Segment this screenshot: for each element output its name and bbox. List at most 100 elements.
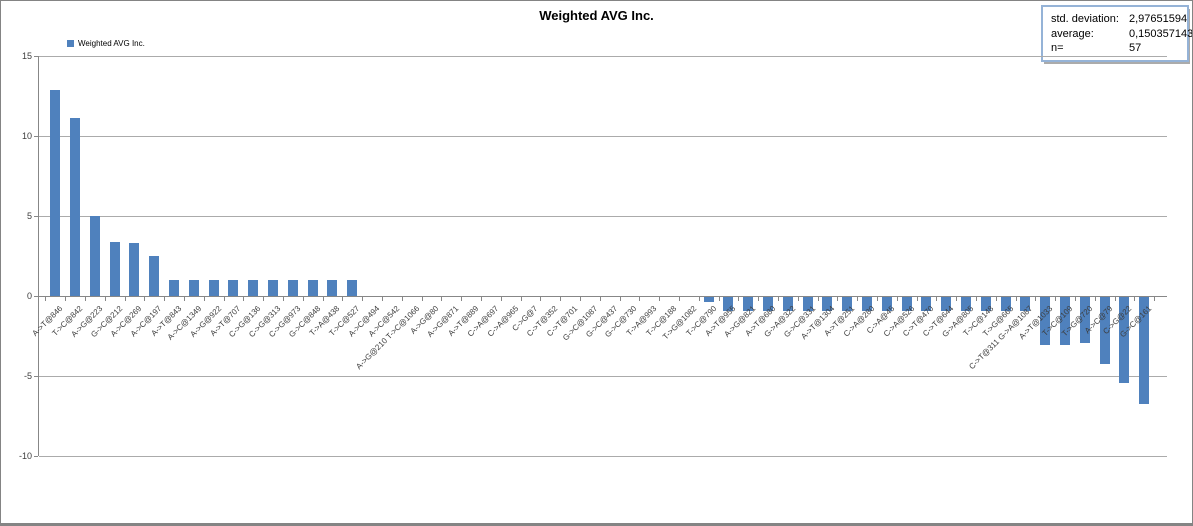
- y-axis-tick: [34, 456, 38, 457]
- bar[interactable]: [248, 280, 259, 296]
- category-axis-tick: [758, 297, 760, 301]
- category-axis-tick: [302, 297, 304, 301]
- bar[interactable]: [822, 297, 833, 311]
- category-axis-tick: [738, 297, 740, 301]
- bar[interactable]: [188, 280, 199, 296]
- category-axis-tick: [381, 297, 383, 301]
- bar[interactable]: [980, 297, 991, 311]
- bar[interactable]: [149, 256, 160, 296]
- bar[interactable]: [70, 118, 80, 296]
- bar[interactable]: [1119, 297, 1130, 384]
- category-axis-tick: [678, 297, 680, 301]
- bar[interactable]: [842, 297, 853, 311]
- y-axis-label: 0: [26, 291, 32, 301]
- stats-value-std-deviation: 2,97651594: [1129, 13, 1188, 25]
- legend: Weighted AVG Inc.: [67, 39, 145, 48]
- category-axis-tick: [183, 297, 185, 301]
- bar[interactable]: [169, 280, 179, 296]
- bar[interactable]: [901, 297, 912, 311]
- stats-label-std-deviation: std. deviation:: [1051, 13, 1119, 25]
- bar[interactable]: [802, 297, 813, 311]
- bar[interactable]: [208, 280, 219, 296]
- bar[interactable]: [1139, 297, 1150, 405]
- category-axis-tick: [896, 297, 898, 301]
- category-axis-tick: [619, 297, 621, 301]
- stats-value-average: 0,150357143: [1129, 27, 1193, 40]
- category-axis-tick: [362, 297, 364, 301]
- category-axis-tick: [1154, 297, 1156, 301]
- category-axis-tick: [144, 297, 146, 301]
- zero-axis-line: [39, 296, 1167, 297]
- category-axis-tick: [203, 297, 205, 301]
- bar[interactable]: [307, 280, 318, 296]
- bar[interactable]: [89, 216, 100, 296]
- category-axis-tick: [65, 297, 67, 301]
- bar[interactable]: [961, 297, 971, 311]
- bar[interactable]: [921, 297, 932, 311]
- bar[interactable]: [129, 243, 140, 296]
- bar[interactable]: [1099, 297, 1110, 365]
- y-axis-label: -10: [18, 451, 32, 461]
- stats-box[interactable]: std. deviation: 2,97651594 average: 0,15…: [1041, 5, 1192, 62]
- bar[interactable]: [862, 297, 872, 311]
- stats-value-n: 57: [1129, 42, 1142, 54]
- stats-row: std. deviation: 2,97651594: [1051, 12, 1187, 27]
- category-axis-tick: [480, 297, 482, 301]
- category-axis-tick: [104, 297, 106, 301]
- bar[interactable]: [703, 297, 714, 302]
- bar[interactable]: [347, 280, 358, 296]
- category-axis-tick: [223, 297, 225, 301]
- bar[interactable]: [782, 297, 793, 311]
- category-axis-tick: [45, 297, 47, 301]
- bar[interactable]: [50, 89, 61, 296]
- category-axis-tick: [639, 297, 641, 301]
- category-axis-tick: [579, 297, 581, 301]
- category-axis-tick: [124, 297, 126, 301]
- category-axis-tick: [698, 297, 700, 301]
- bar[interactable]: [941, 297, 952, 311]
- stats-label-average: average:: [1051, 27, 1094, 40]
- bar[interactable]: [327, 280, 338, 296]
- bar[interactable]: [268, 280, 278, 296]
- category-axis-tick: [282, 297, 284, 301]
- bar[interactable]: [109, 241, 120, 296]
- y-axis-tick: [34, 136, 38, 137]
- bar[interactable]: [723, 297, 734, 311]
- category-axis-tick: [857, 297, 859, 301]
- category-axis-tick: [1015, 297, 1017, 301]
- category-axis-tick: [441, 297, 443, 301]
- category-axis-tick: [540, 297, 542, 301]
- category-axis-tick: [164, 297, 166, 301]
- bar[interactable]: [1060, 297, 1070, 345]
- legend-swatch-icon: [67, 40, 74, 47]
- bar[interactable]: [1020, 297, 1031, 311]
- bar[interactable]: [763, 297, 773, 311]
- gridline: [39, 216, 1167, 217]
- category-axis-tick: [956, 297, 958, 301]
- category-axis-tick: [837, 297, 839, 301]
- category-axis-tick: [1055, 297, 1057, 301]
- bar[interactable]: [228, 280, 239, 296]
- category-axis-tick: [817, 297, 819, 301]
- gridline: [39, 56, 1167, 57]
- bar[interactable]: [1079, 297, 1090, 344]
- bar[interactable]: [1040, 297, 1051, 345]
- bar[interactable]: [1000, 297, 1011, 311]
- category-axis-tick: [342, 297, 344, 301]
- plot-area: A->T@846 T->C@842 A->G@223 G->C@212 A->C@269…: [31, 56, 1167, 457]
- category-axis-tick: [995, 297, 997, 301]
- category-axis-tick: [84, 297, 86, 301]
- stats-row: n= 57: [1051, 41, 1179, 56]
- category-axis-tick: [500, 297, 502, 301]
- y-axis-label: 5: [26, 211, 32, 221]
- bar[interactable]: [881, 297, 892, 311]
- bar[interactable]: [743, 297, 754, 311]
- gridline: [39, 456, 1167, 457]
- category-axis-tick: [916, 297, 918, 301]
- category-axis-tick: [520, 297, 522, 301]
- category-axis-tick: [322, 297, 324, 301]
- bar[interactable]: [287, 280, 298, 296]
- category-axis-tick: [1035, 297, 1037, 301]
- category-axis-tick: [797, 297, 799, 301]
